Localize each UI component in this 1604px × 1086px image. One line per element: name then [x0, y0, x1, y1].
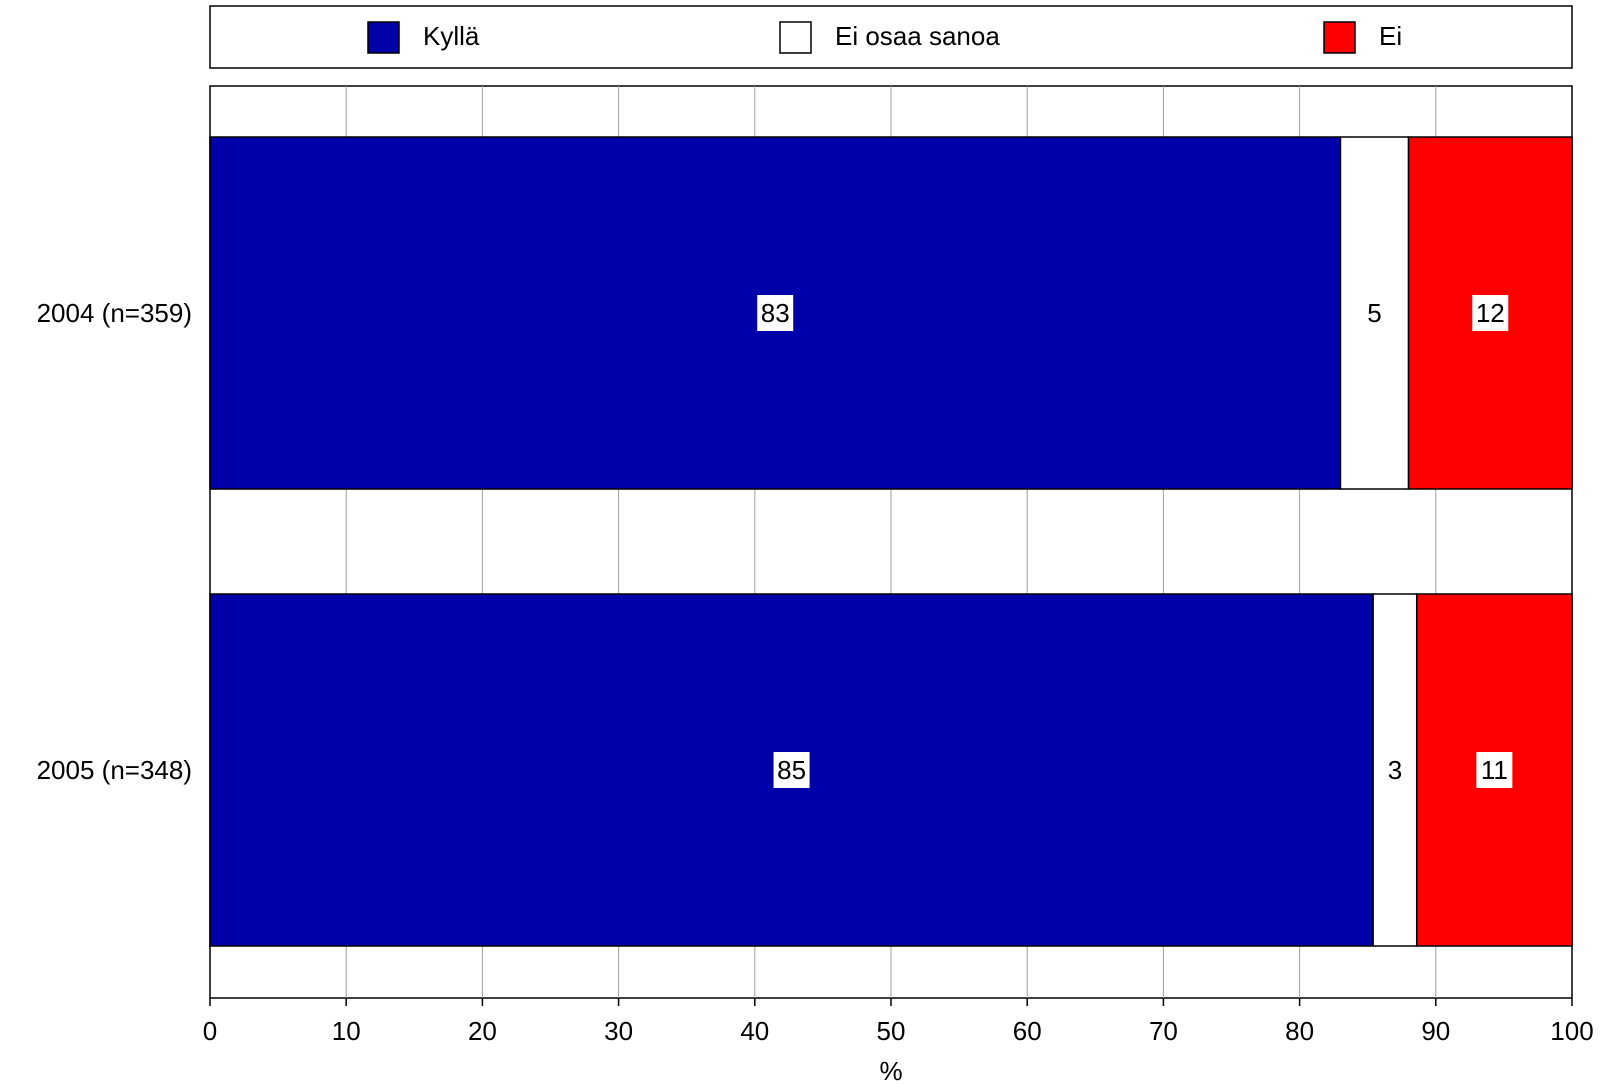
- data-label: 11: [1481, 755, 1508, 785]
- x-tick-label: 90: [1421, 1016, 1450, 1046]
- x-tick-label: 0: [203, 1016, 217, 1046]
- x-tick-label: 100: [1550, 1016, 1593, 1046]
- x-tick-label: 20: [468, 1016, 497, 1046]
- data-label-bg: [1364, 295, 1386, 331]
- x-tick-label: 40: [740, 1016, 769, 1046]
- data-label-bg: [1472, 295, 1509, 331]
- category-labels: 2004 (n=359) 2005 (n=348): [37, 298, 192, 785]
- data-label-bg: [757, 295, 794, 331]
- x-tick-label: 10: [332, 1016, 361, 1046]
- data-label: 5: [1367, 298, 1381, 328]
- category-label: 2004 (n=359): [37, 298, 192, 328]
- data-label-bg: [1384, 752, 1406, 788]
- x-tick-label: 50: [877, 1016, 906, 1046]
- legend-label: Ei: [1379, 21, 1402, 51]
- data-label-bg: [1476, 752, 1513, 788]
- x-axis: 0 10 20 30 40 50 60 70 80 90 100: [203, 998, 1594, 1046]
- legend-swatch: [1323, 21, 1356, 54]
- legend-swatch: [367, 21, 400, 54]
- data-label: 12: [1476, 298, 1505, 328]
- data-label: 3: [1388, 755, 1402, 785]
- x-tick-label: 80: [1285, 1016, 1314, 1046]
- legend-label: Kyllä: [423, 21, 480, 51]
- x-axis-label: %: [879, 1056, 902, 1086]
- x-tick-label: 30: [604, 1016, 633, 1046]
- data-label-bg: [773, 752, 810, 788]
- data-label: 83: [761, 298, 790, 328]
- legend: Kyllä Ei osaa sanoa Ei: [367, 21, 1402, 54]
- category-label: 2005 (n=348): [37, 755, 192, 785]
- x-tick-label: 60: [1013, 1016, 1042, 1046]
- bar-segment: [1407, 136, 1573, 490]
- legend-swatch: [779, 21, 812, 54]
- data-label: 85: [777, 755, 806, 785]
- bars: 83 5 12 85 3 11: [209, 136, 1573, 947]
- x-tick-label: 70: [1149, 1016, 1178, 1046]
- legend-label: Ei osaa sanoa: [835, 21, 1000, 51]
